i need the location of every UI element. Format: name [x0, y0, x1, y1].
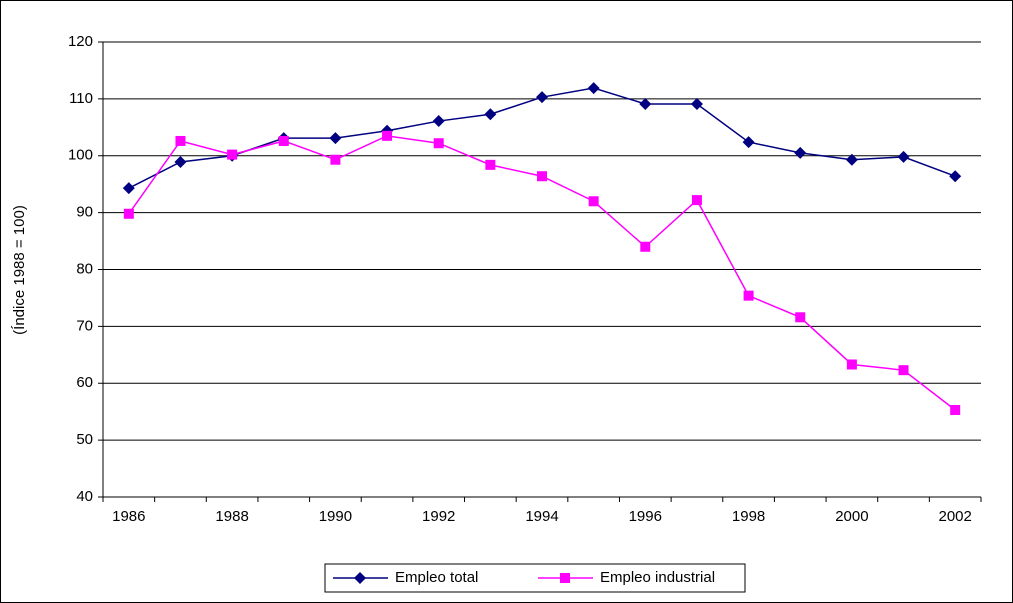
- y-tick-label: 40: [76, 488, 93, 505]
- point: [484, 108, 497, 121]
- y-tick-label: 70: [76, 317, 93, 334]
- y-tick-label: 90: [76, 204, 93, 221]
- y-tick-label: 80: [76, 260, 93, 277]
- y-axis-label: (Índice 1988 = 100): [11, 205, 28, 335]
- x-tick-label: 2002: [938, 508, 971, 525]
- point: [330, 154, 341, 165]
- point: [845, 153, 858, 166]
- point: [640, 241, 651, 252]
- point: [898, 365, 909, 376]
- x-tick-label: 1986: [112, 508, 145, 525]
- point: [587, 82, 600, 95]
- legend-label: Empleo total: [395, 569, 478, 586]
- point: [123, 208, 134, 219]
- x-tick-label: 1992: [422, 508, 455, 525]
- x-tick-label: 1998: [732, 508, 765, 525]
- point: [354, 572, 366, 584]
- point: [485, 159, 496, 170]
- point: [174, 156, 187, 169]
- legend-box: [324, 563, 746, 593]
- point: [639, 97, 652, 110]
- point: [950, 404, 961, 415]
- point: [382, 130, 393, 141]
- point: [949, 170, 962, 183]
- y-tick-label: 110: [69, 90, 93, 107]
- x-tick-label: 1988: [215, 508, 248, 525]
- y-tick-label: 100: [68, 147, 93, 164]
- y-tick-label: 60: [76, 374, 93, 391]
- x-tick-label: 1990: [319, 508, 352, 525]
- point: [433, 138, 444, 149]
- point: [794, 146, 807, 159]
- point: [560, 573, 570, 583]
- x-tick-label: 1994: [525, 508, 558, 525]
- x-tick-label: 2000: [835, 508, 868, 525]
- point: [795, 312, 806, 323]
- point: [536, 91, 548, 104]
- point: [329, 132, 342, 145]
- point: [846, 359, 857, 370]
- x-tick-label: 1996: [629, 508, 662, 525]
- point: [537, 171, 547, 182]
- point: [175, 135, 186, 146]
- point: [690, 97, 703, 110]
- y-tick-label: 50: [76, 431, 93, 448]
- point: [432, 115, 445, 128]
- y-tick-label: 120: [68, 33, 93, 50]
- point: [278, 135, 289, 146]
- point: [691, 195, 702, 206]
- legend-label: Empleo industrial: [600, 569, 715, 586]
- point: [588, 196, 599, 207]
- point: [227, 149, 238, 160]
- point: [743, 290, 754, 301]
- point: [742, 136, 755, 149]
- point: [122, 182, 135, 195]
- point: [897, 150, 910, 163]
